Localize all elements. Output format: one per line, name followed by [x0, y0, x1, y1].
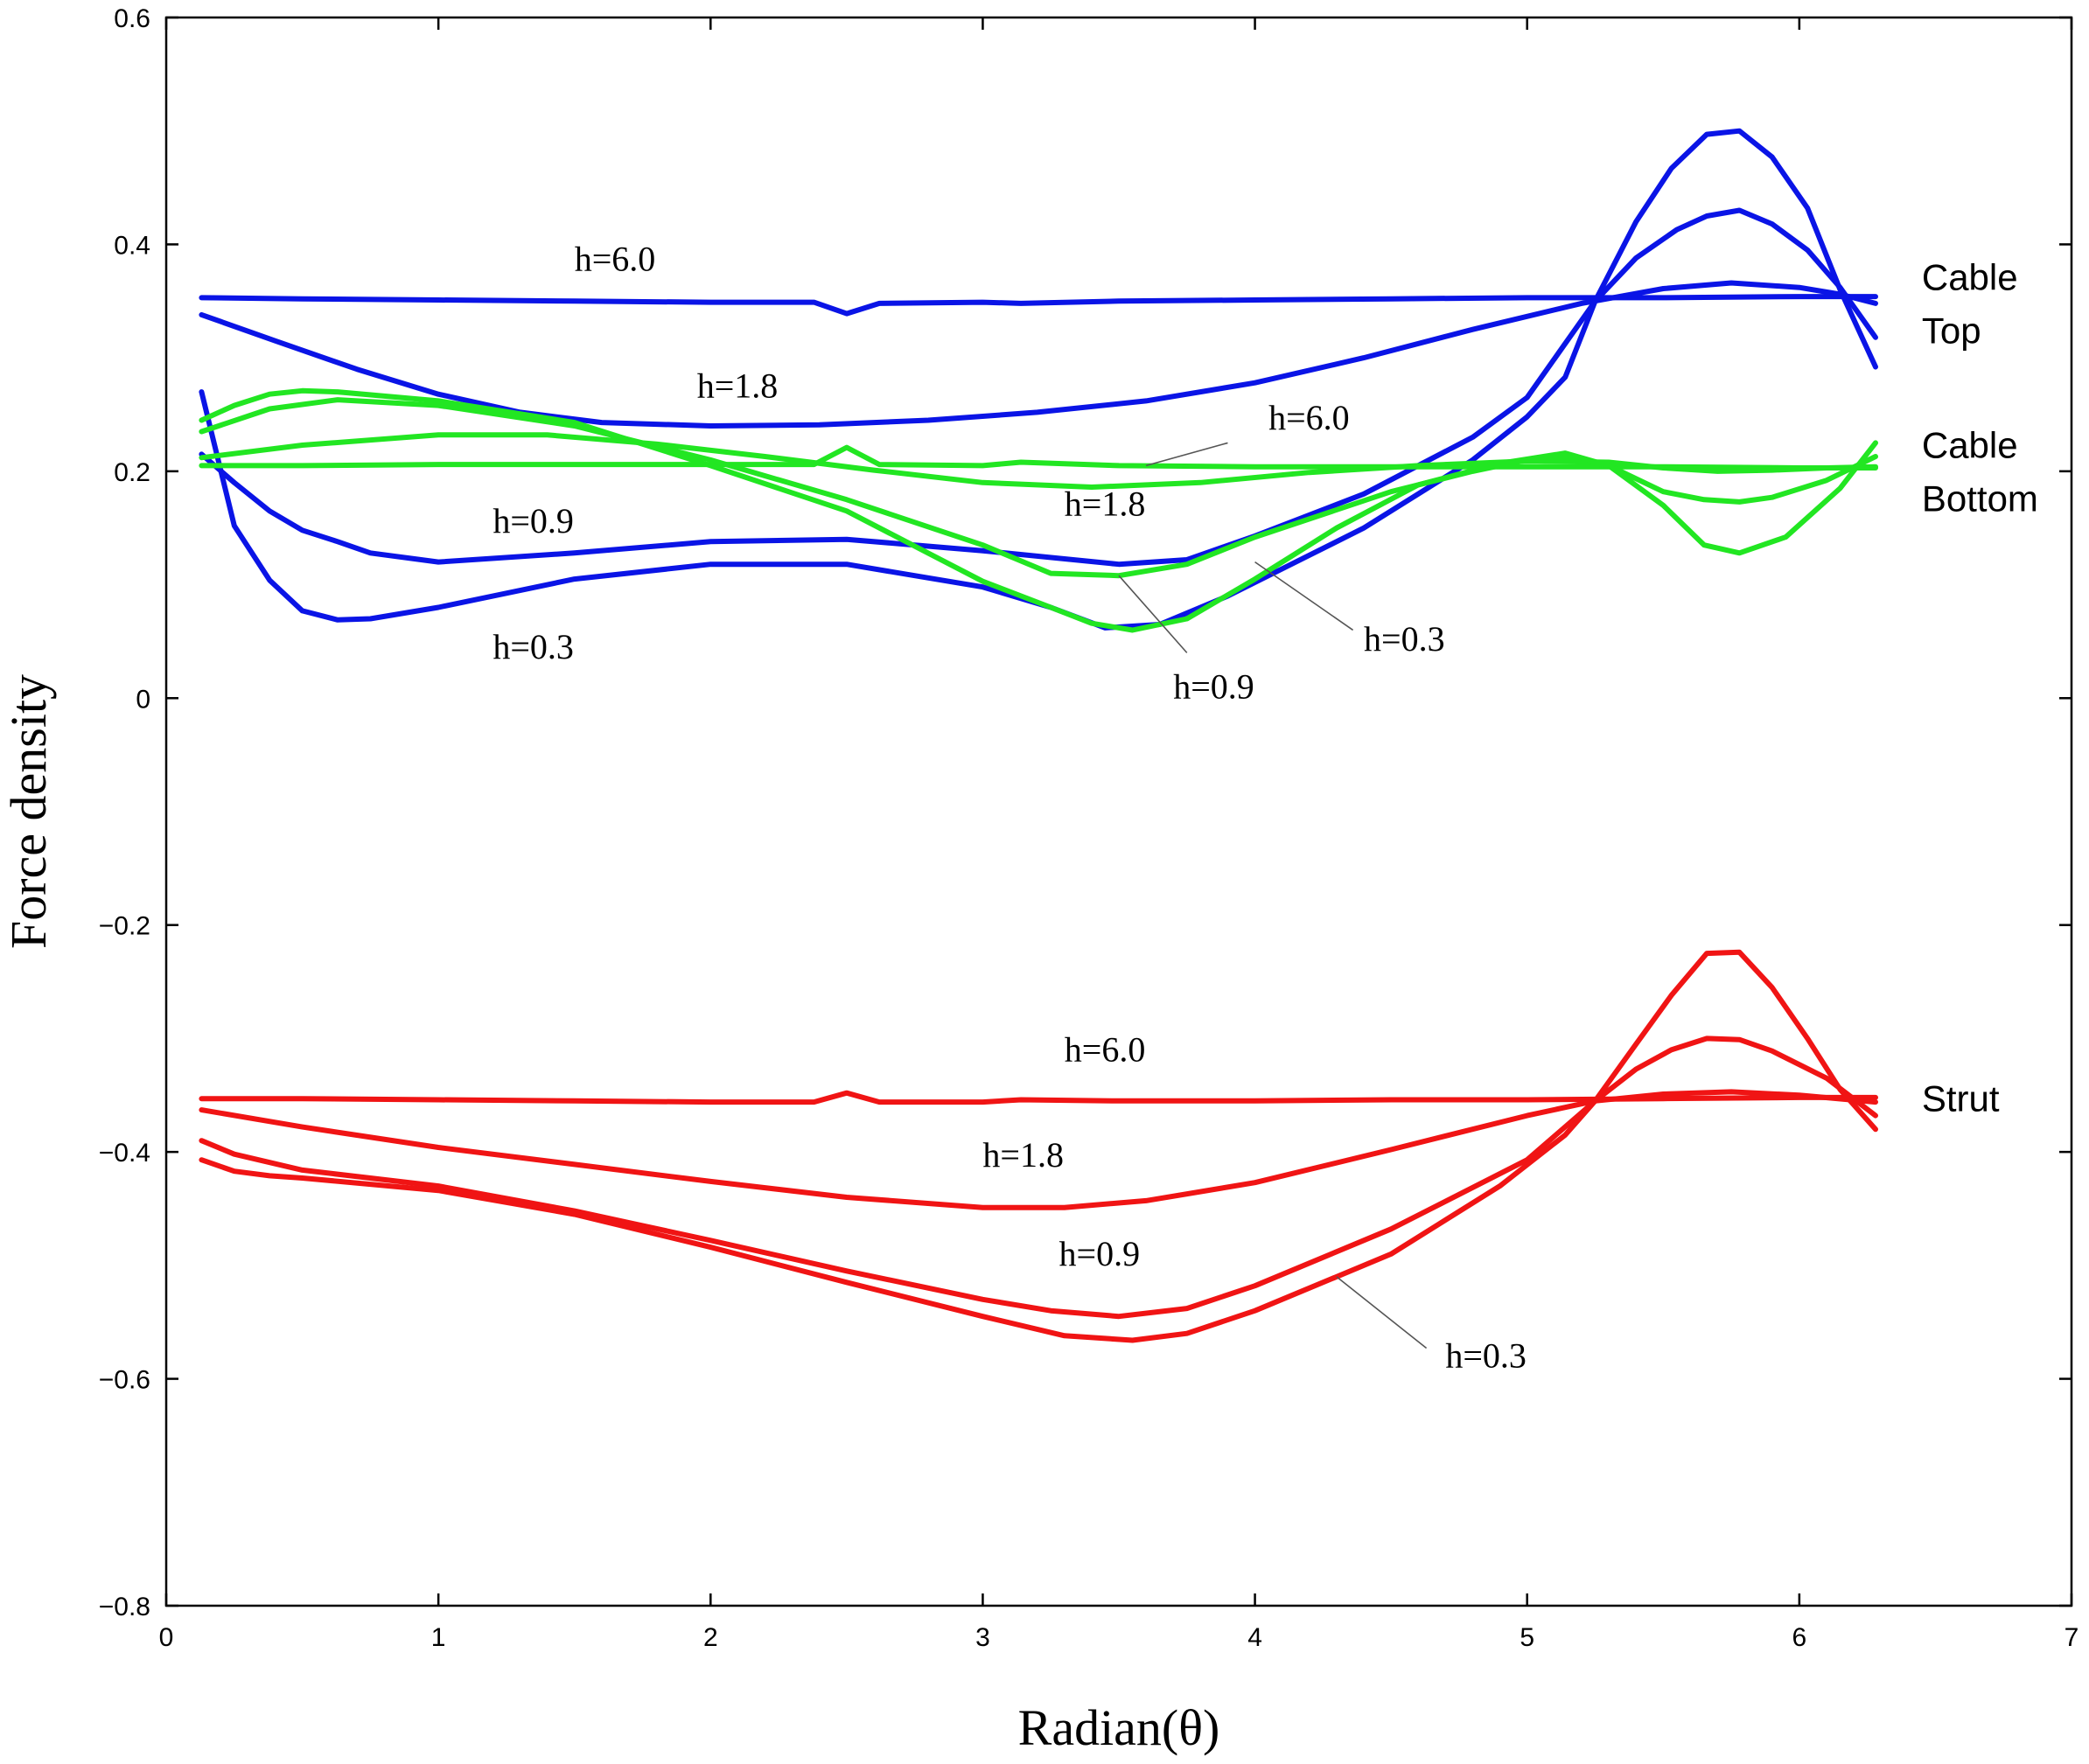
series-line-strut: [199, 949, 1878, 1343]
series-line-cable-top: [199, 128, 1878, 631]
series-layer: [199, 128, 1878, 1343]
y-axis-title: Force density: [0, 674, 57, 949]
series-line-cable-bottom: [199, 432, 1878, 490]
plot-frame: [164, 16, 2073, 1607]
annotation-label: h=6.0: [575, 239, 656, 278]
annotation-label: h=0.9: [1059, 1234, 1141, 1273]
y-tick-label: 0: [136, 685, 150, 714]
y-tick-label: 0.2: [114, 458, 150, 487]
series-line-strut: [199, 1089, 1878, 1210]
x-tick-label: 3: [975, 1623, 990, 1652]
series-line-strut: [199, 1090, 1878, 1105]
x-tick-label: 4: [1247, 1623, 1262, 1652]
leader-layer: [1118, 442, 1428, 1349]
tick-layer: 0 1 2 3 4 5 6 7 −0.8 −0.6 −0.4 −0.2 0 0.2 0.4 0.6: [99, 4, 2079, 1652]
annotation-label: h=6.0: [1065, 1029, 1146, 1069]
annotation-label: h=0.9: [493, 501, 574, 540]
annotation-leader-line: [1118, 575, 1188, 653]
x-tick-label: 0: [159, 1623, 174, 1652]
x-tick-label: 1: [431, 1623, 446, 1652]
series-line-strut: [199, 1035, 1878, 1320]
group-label: Strut: [1922, 1077, 2000, 1119]
annotation-label: h=1.8: [697, 366, 779, 406]
annotation-label: h=0.9: [1173, 666, 1254, 706]
annotation-label: h=6.0: [1268, 398, 1350, 437]
x-axis-title: Radian(θ): [1018, 1699, 1220, 1756]
annotation-leader-line: [1145, 442, 1228, 467]
series-line-cable-top: [199, 294, 1878, 317]
annotation-leader-line: [1254, 561, 1354, 631]
y-tick-label: −0.6: [99, 1366, 150, 1395]
annotation-label: h=1.8: [982, 1135, 1064, 1175]
series-line-cable-bottom: [199, 387, 1878, 633]
annotation-label: h=0.3: [1364, 619, 1445, 659]
group-label: Top: [1922, 310, 1981, 351]
group-label: Cable: [1922, 256, 2018, 297]
y-tick-label: −0.8: [99, 1593, 150, 1621]
series-line-cable-bottom: [199, 397, 1878, 579]
y-tick-label: 0.4: [114, 231, 150, 260]
y-tick-label: −0.4: [99, 1139, 150, 1168]
x-tick-label: 7: [2065, 1623, 2079, 1652]
annotation-layer: h=6.0 h=1.8 h=6.0 h=1.8 h=0.9 h=0.3 h=0.3 h=0.9…: [493, 239, 2038, 1375]
annotation-label: h=1.8: [1065, 484, 1146, 523]
x-tick-label: 6: [1792, 1623, 1807, 1652]
annotation-label: h=0.3: [493, 627, 574, 666]
series-line-cable-top: [199, 207, 1878, 568]
x-tick-label: 5: [1520, 1623, 1534, 1652]
series-line-cable-bottom: [199, 444, 1878, 471]
y-tick-label: 0.6: [114, 4, 150, 33]
group-label: Bottom: [1922, 478, 2038, 519]
annotation-label: h=0.3: [1445, 1336, 1527, 1376]
x-tick-label: 2: [703, 1623, 718, 1652]
y-tick-label: −0.2: [99, 912, 150, 941]
series-line-cable-top: [199, 280, 1878, 429]
annotation-leader-line: [1336, 1276, 1428, 1349]
group-label: Cable: [1922, 424, 2018, 465]
